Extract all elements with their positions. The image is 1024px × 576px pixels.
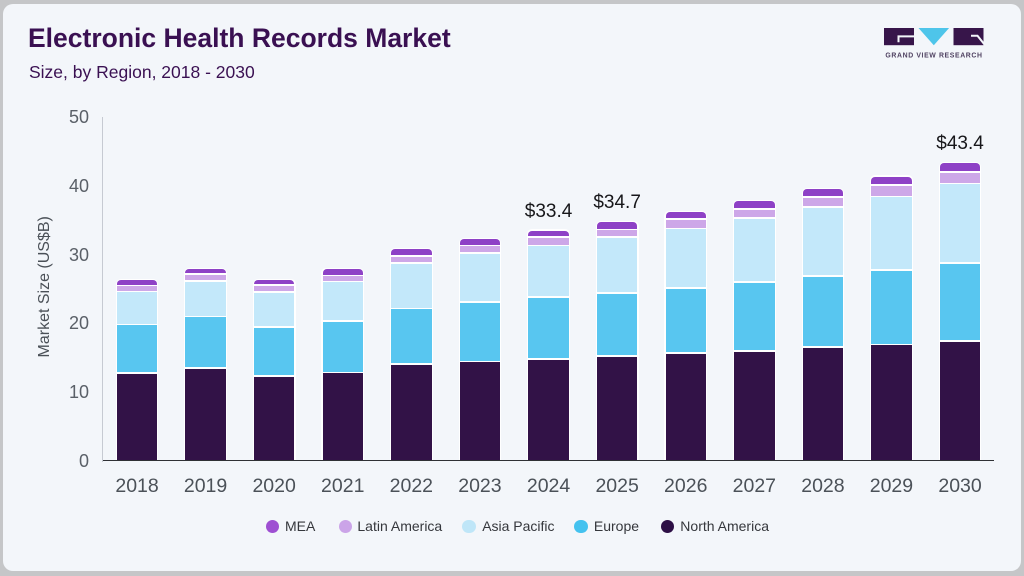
svg-text:GRAND VIEW RESEARCH: GRAND VIEW RESEARCH — [885, 53, 982, 60]
